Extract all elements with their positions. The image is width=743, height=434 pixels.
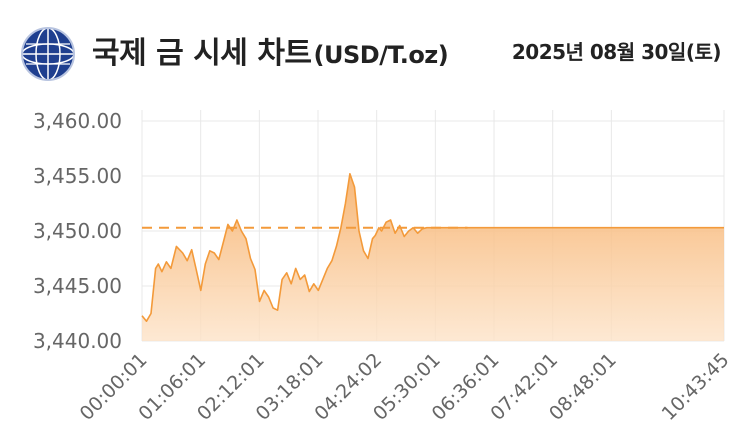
y-tick-label: 3,445.00: [33, 274, 122, 298]
x-tick-label: 10:43:45: [658, 349, 734, 425]
y-tick-label: 3,440.00: [33, 329, 122, 353]
price-area-fill: [142, 173, 724, 341]
chart-title: 국제 금 시세 차트: [92, 36, 312, 71]
unit-label: (USD/T.oz): [313, 41, 449, 69]
globe-emblem-icon: [21, 27, 75, 81]
y-tick-label: 3,450.00: [33, 219, 122, 243]
y-tick-label: 3,455.00: [33, 164, 122, 188]
header: 국제 금 시세 차트(USD/T.oz) 2025년 08월 30일(토): [0, 0, 743, 90]
date-label: 2025년 08월 30일(토): [511, 40, 722, 64]
price-line: [141, 173, 724, 322]
y-tick-label: 3,460.00: [33, 109, 122, 133]
area-layer: [141, 173, 724, 341]
page-title: 국제 금 시세 차트(USD/T.oz): [92, 28, 449, 72]
